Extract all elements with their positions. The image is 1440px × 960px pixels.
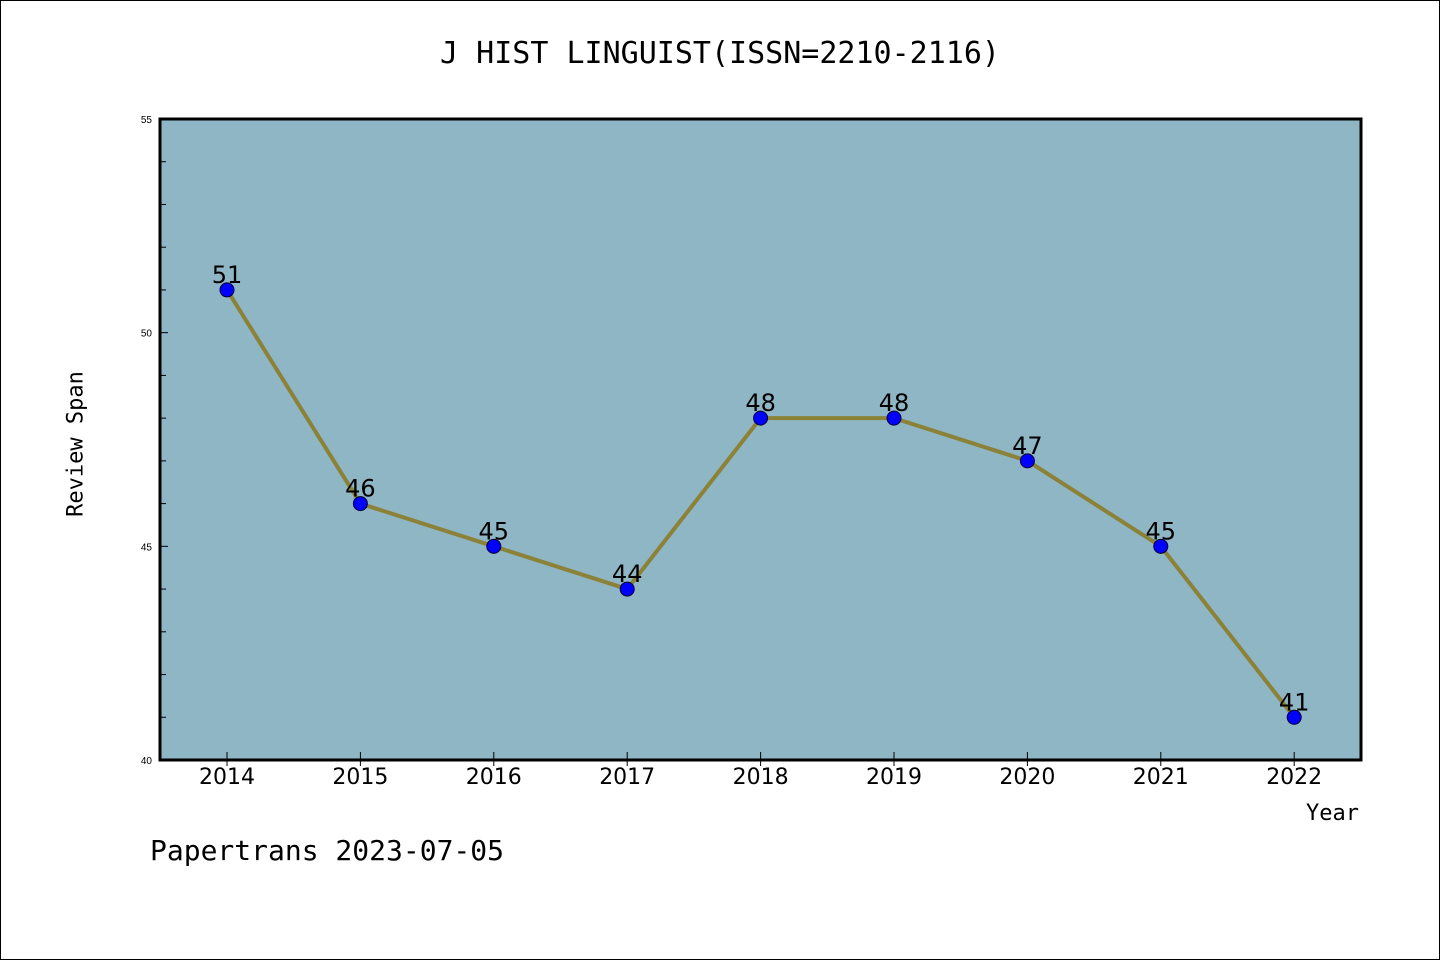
data-point	[486, 538, 502, 554]
data-label: 41	[1279, 688, 1310, 716]
data-point	[352, 496, 368, 512]
chart-title: J HIST LINGUIST(ISSN=2210-2116)	[440, 36, 1000, 71]
plot-area	[160, 119, 1361, 760]
y-tick-label: 55	[141, 115, 153, 126]
data-label: 48	[745, 389, 776, 417]
x-tick-label: 2018	[733, 765, 789, 790]
x-tick-label: 2016	[466, 765, 522, 790]
x-tick-label: 2019	[866, 765, 922, 790]
data-label: 44	[612, 560, 643, 588]
x-tick-label: 2021	[1133, 765, 1189, 790]
data-point	[219, 282, 235, 298]
x-tick-label: 2017	[599, 765, 655, 790]
data-point	[1286, 709, 1302, 725]
x-tick-label: 2020	[999, 765, 1055, 790]
x-tick-label: 2022	[1266, 765, 1322, 790]
data-point	[753, 410, 769, 426]
x-tick-label: 2014	[199, 765, 255, 790]
data-point	[886, 410, 902, 426]
data-label: 51	[212, 261, 243, 289]
data-label: 45	[1146, 517, 1177, 545]
data-label: 45	[479, 517, 510, 545]
data-label: 47	[1012, 432, 1043, 460]
data-point	[1019, 453, 1035, 469]
data-label: 48	[879, 389, 910, 417]
y-tick-label: 45	[141, 542, 153, 553]
y-tick-label: 50	[141, 329, 153, 340]
data-point	[1153, 538, 1169, 554]
data-label: 46	[345, 475, 376, 503]
x-axis-label: Year	[1306, 801, 1359, 826]
footer-text: Papertrans 2023-07-05	[150, 834, 505, 867]
y-tick-label: 40	[141, 756, 153, 767]
data-point	[619, 581, 635, 597]
plot-border	[158, 117, 1363, 762]
x-tick-label: 2015	[332, 765, 388, 790]
